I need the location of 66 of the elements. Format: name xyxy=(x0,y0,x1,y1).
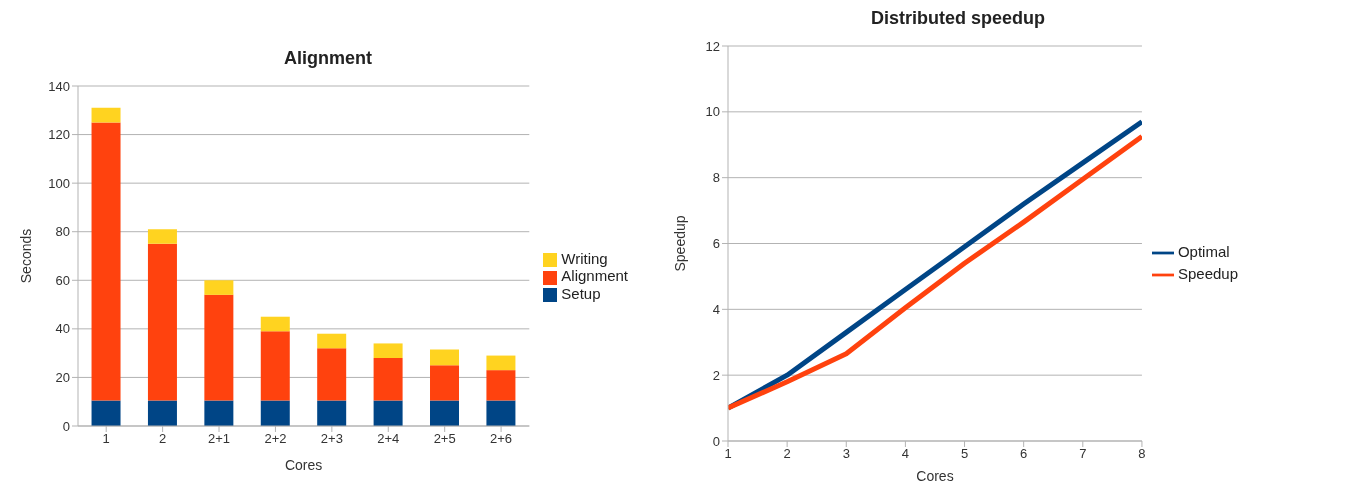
bar xyxy=(147,229,177,244)
y-tick-label: 40 xyxy=(55,321,70,337)
x-tick-label: 6 xyxy=(1020,446,1028,462)
x-tick-label: 2+2 xyxy=(264,431,287,447)
chart-title: Alignment xyxy=(283,48,373,70)
bar xyxy=(260,331,290,401)
bar xyxy=(373,400,403,426)
bar xyxy=(317,348,347,401)
bar xyxy=(373,358,403,401)
bar xyxy=(486,355,516,371)
chart-title: Distributed speedup xyxy=(870,8,1046,30)
x-tick-label: 2+4 xyxy=(377,431,400,447)
legend-label: Alignment xyxy=(561,267,628,285)
legend-label: Writing xyxy=(561,250,608,268)
x-tick-label: 2+1 xyxy=(208,431,231,447)
bar xyxy=(91,122,121,401)
x-tick-label: 2+6 xyxy=(490,431,513,447)
y-tick-label: 6 xyxy=(712,236,720,252)
y-tick-label: 20 xyxy=(55,370,70,386)
bar xyxy=(204,294,234,401)
y-tick-label: 0 xyxy=(62,418,70,434)
bar xyxy=(147,243,177,401)
x-tick-label: 5 xyxy=(960,446,969,462)
legend-label: Setup xyxy=(561,284,601,302)
y-tick-label: 8 xyxy=(712,170,720,186)
y-axis-title: Speedup xyxy=(671,215,688,272)
bar xyxy=(204,400,234,426)
y-tick-label: 100 xyxy=(48,175,70,191)
bar xyxy=(260,400,290,426)
y-tick-label: 0 xyxy=(712,433,720,449)
bar xyxy=(91,107,121,123)
bar xyxy=(317,400,347,426)
y-tick-label: 2 xyxy=(712,367,720,383)
y-tick-label: 80 xyxy=(55,224,70,240)
bar xyxy=(147,400,177,426)
legend-label: Optimal xyxy=(1177,242,1230,260)
x-axis-title: Cores xyxy=(916,468,954,484)
y-tick-label: 10 xyxy=(705,104,720,120)
bar xyxy=(430,400,460,426)
x-tick-label: 2+3 xyxy=(320,431,343,447)
x-tick-label: 1 xyxy=(724,446,732,462)
bar xyxy=(486,370,516,401)
x-tick-label: 4 xyxy=(901,446,910,462)
bar xyxy=(373,343,403,358)
y-tick-label: 140 xyxy=(48,78,70,94)
x-tick-label: 7 xyxy=(1079,446,1087,462)
x-tick-label: 1 xyxy=(102,431,110,447)
bar xyxy=(430,349,460,366)
bar xyxy=(317,333,347,349)
y-axis-title: Seconds xyxy=(17,228,34,284)
bar xyxy=(91,400,121,426)
bar xyxy=(486,400,516,426)
x-tick-label: 2+5 xyxy=(433,431,456,447)
x-tick-label: 2 xyxy=(783,446,791,462)
x-tick-label: 3 xyxy=(842,446,850,462)
x-axis-title: Cores xyxy=(284,457,323,473)
legend-label: Speedup xyxy=(1177,264,1238,282)
bar xyxy=(430,365,460,401)
x-tick-label: 8 xyxy=(1138,446,1146,462)
y-tick-label: 4 xyxy=(712,301,720,317)
bar xyxy=(204,280,234,295)
x-tick-label: 2 xyxy=(159,431,167,447)
y-tick-label: 120 xyxy=(48,127,70,143)
y-tick-label: 60 xyxy=(55,272,70,288)
bar xyxy=(260,316,290,332)
y-tick-label: 12 xyxy=(705,38,720,54)
